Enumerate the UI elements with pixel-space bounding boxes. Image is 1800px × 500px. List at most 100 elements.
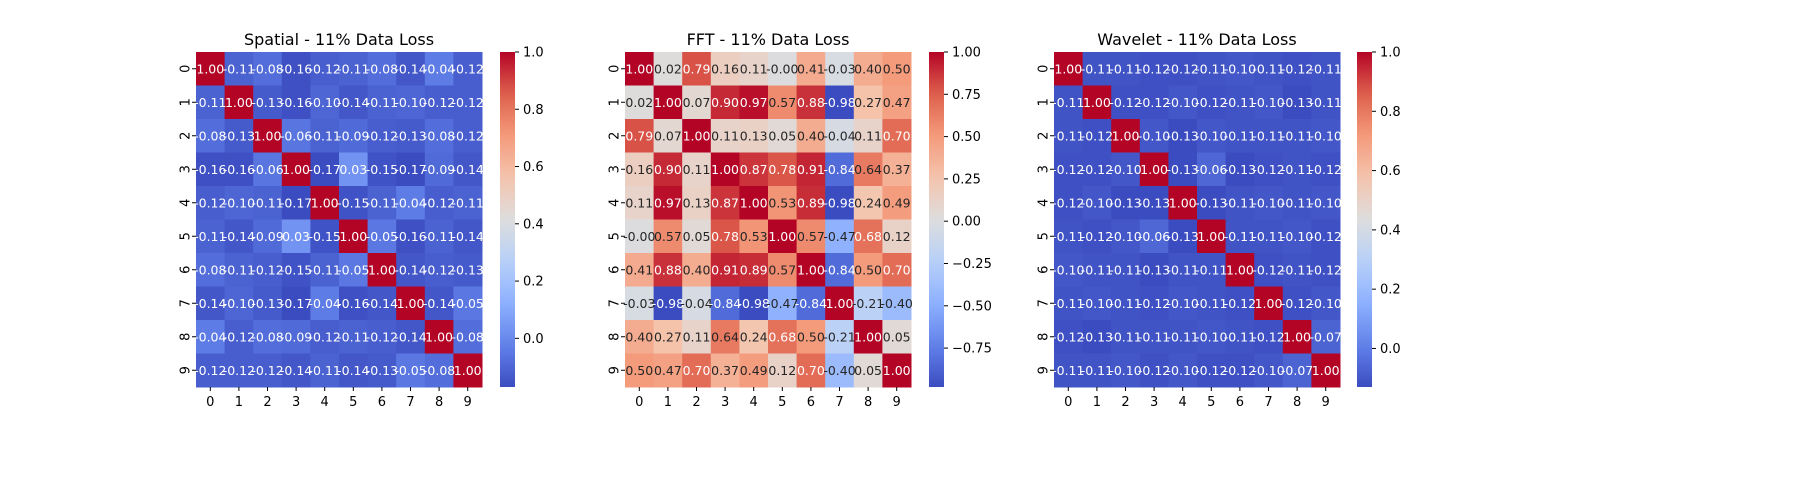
heatmap-cell [739, 286, 769, 321]
heatmap-cell [825, 219, 855, 254]
cell-value-label: -0.10 [1224, 61, 1256, 76]
heatmap-cell [882, 186, 912, 220]
heatmap-cell [853, 186, 883, 220]
cell-value-label: -0.12 [366, 329, 398, 344]
heatmap-cell [1139, 85, 1169, 120]
cell-value-label: -0.12 [309, 329, 341, 344]
cell-value-label: 1.00 [196, 61, 224, 76]
y-tick-label: 9 [179, 366, 194, 374]
heatmap-cell [424, 186, 454, 220]
heatmap-cell [1139, 286, 1169, 321]
cell-value-label: 1.00 [797, 262, 825, 277]
cell-value-label: 0.64 [854, 162, 882, 177]
x-tick-label: 4 [1179, 395, 1187, 410]
heatmap-cell [224, 152, 254, 187]
heatmap-cell [281, 353, 311, 388]
heatmap-cell [682, 320, 712, 354]
cell-value-label: -0.10 [1167, 363, 1199, 378]
cell-value-label: -0.10 [1310, 195, 1342, 210]
heatmap-cell [1082, 152, 1112, 187]
y-tick-label: 0 [608, 65, 623, 73]
cell-value-label: 1.00 [1312, 363, 1340, 378]
y-tick-label: 9 [608, 366, 623, 374]
cell-value-label: -0.84 [795, 296, 827, 311]
cell-value-label: -0.10 [223, 195, 255, 210]
heatmap-cell [253, 186, 283, 220]
cell-value-label: -0.13 [1167, 229, 1199, 244]
cell-value-label: -0.08 [251, 61, 283, 76]
heatmap-cell [339, 85, 369, 120]
cell-value-label: -0.11 [1281, 162, 1313, 177]
heatmap-cell [1197, 219, 1227, 254]
heatmap-cell [1111, 286, 1141, 321]
cell-value-label: 0.49 [740, 363, 768, 378]
cell-value-label: -0.11 [1252, 229, 1284, 244]
colorbar-tick-label: 1.0 [1380, 46, 1401, 61]
heatmap-cell [196, 119, 226, 153]
cell-value-label: -0.11 [1109, 329, 1141, 344]
heatmap-cell [1254, 85, 1284, 120]
colorbar [500, 52, 515, 387]
cell-value-label: -0.10 [1081, 296, 1113, 311]
heatmap-cell [224, 286, 254, 321]
x-tick-label: 8 [864, 395, 872, 410]
cell-value-label: -0.13 [1224, 162, 1256, 177]
heatmap-cell [882, 85, 912, 120]
heatmap-cell [1168, 219, 1198, 254]
cell-value-label: -0.11 [1224, 128, 1256, 143]
cell-value-label: -0.12 [452, 61, 484, 76]
heatmap-cell [1111, 52, 1141, 86]
heatmap-cell [1311, 286, 1341, 321]
cell-value-label: 0.40 [797, 128, 825, 143]
heatmap-cell [710, 253, 740, 287]
heatmap-cell [1111, 253, 1141, 287]
heatmap-cell [424, 119, 454, 153]
heatmap-cell [1282, 219, 1312, 254]
heatmap-cell [1197, 85, 1227, 120]
heatmap-cell [196, 186, 226, 220]
heatmap-cell [625, 85, 655, 120]
cell-value-label: -0.12 [309, 61, 341, 76]
cell-value-label: -0.10 [1167, 296, 1199, 311]
heatmap-cell [825, 52, 855, 86]
heatmap-cell [1282, 119, 1312, 153]
x-tick-label: 7 [1264, 395, 1272, 410]
cell-value-label: -0.12 [1310, 229, 1342, 244]
heatmap-cell [1197, 286, 1227, 321]
cell-value-label: -0.05 [394, 363, 426, 378]
heatmap-cell [768, 186, 798, 220]
y-tick-label: 6 [179, 266, 194, 274]
cell-value-label: -0.13 [1138, 195, 1170, 210]
cell-value-label: -0.13 [1081, 329, 1113, 344]
cell-value-label: -0.00 [623, 229, 655, 244]
cell-value-label: -0.15 [280, 262, 312, 277]
cell-value-label: -0.11 [1109, 262, 1141, 277]
y-tick-label: 4 [179, 199, 194, 207]
heatmap-cell [281, 320, 311, 354]
heatmap-cell [1197, 253, 1227, 287]
heatmap-cell [453, 353, 483, 388]
y-tick-label: 7 [1037, 299, 1052, 307]
cell-value-label: 0.91 [797, 162, 825, 177]
cell-value-label: 0.11 [625, 195, 653, 210]
heatmap-cell [653, 219, 683, 254]
cell-value-label: -0.11 [1281, 195, 1313, 210]
cell-value-label: 0.12 [768, 363, 796, 378]
heatmap-cell [253, 85, 283, 120]
cell-value-label: -0.12 [1252, 162, 1284, 177]
colorbar-tick-label: 0.2 [523, 275, 544, 290]
cell-value-label: 0.16 [625, 162, 653, 177]
heatmap-cell [339, 152, 369, 187]
heatmap-cell [853, 119, 883, 153]
cell-value-label: -0.11 [366, 95, 398, 110]
cell-value-label: -0.11 [337, 329, 369, 344]
colorbar-tick-label: 0.2 [1380, 283, 1401, 298]
heatmap-cell [1254, 253, 1284, 287]
cell-value-label: 0.70 [883, 128, 911, 143]
panel-title: FFT - 11% Data Loss [687, 30, 850, 49]
cell-value-label: -0.12 [1252, 262, 1284, 277]
x-tick-label: 1 [1093, 395, 1101, 410]
heatmap-cell [853, 353, 883, 388]
heatmap-cell [796, 253, 826, 287]
heatmap-cell [1054, 152, 1084, 187]
